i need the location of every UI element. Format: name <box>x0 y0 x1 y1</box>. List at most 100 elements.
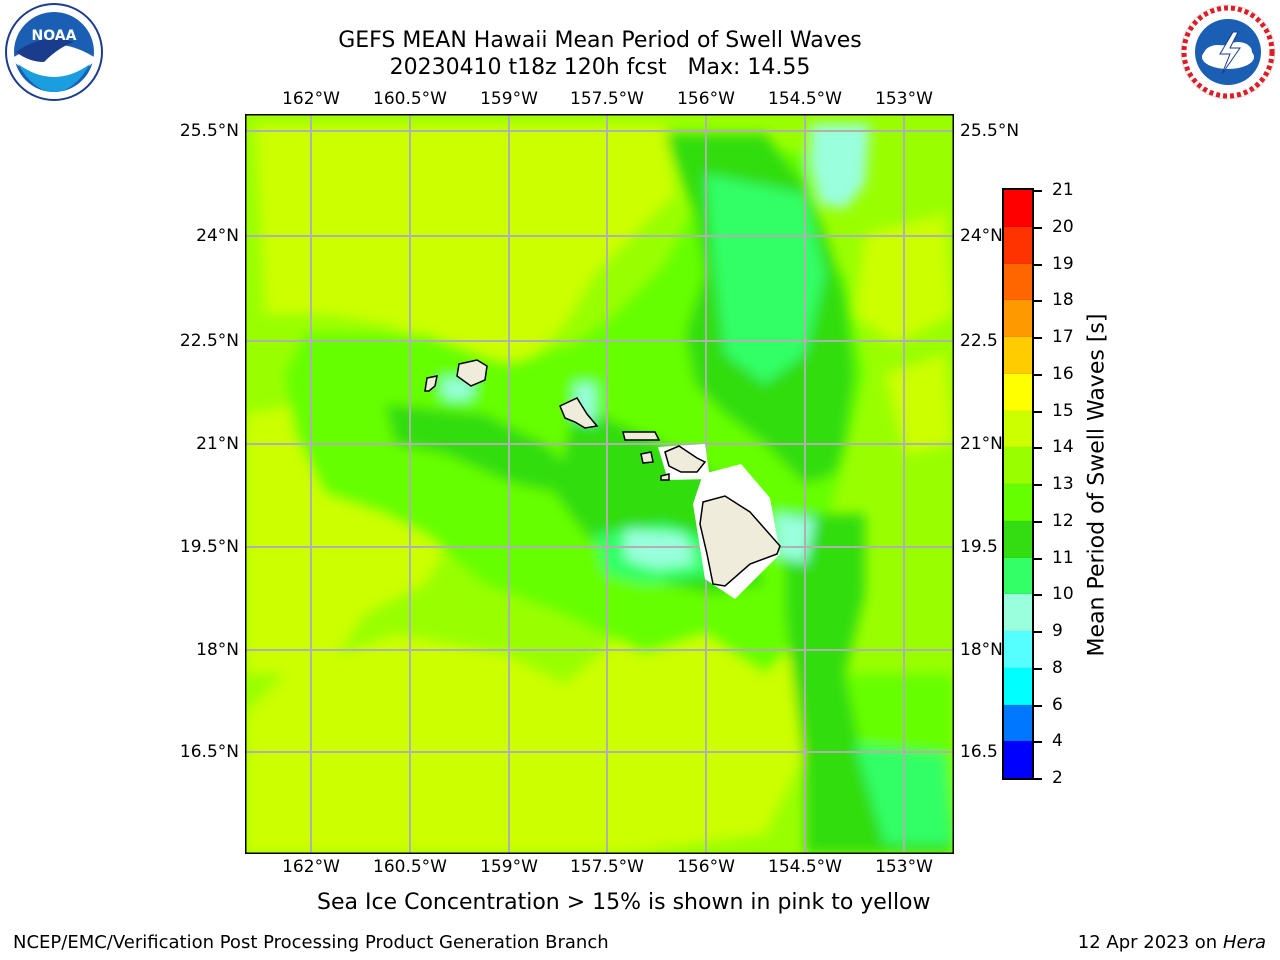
colorbar-tick-mark <box>1034 594 1042 597</box>
map-gridlines <box>245 114 954 854</box>
noaa-logo: NOAA <box>4 2 104 102</box>
lon-label-top: 162°W <box>282 89 340 109</box>
colorbar-tick-mark <box>1034 226 1042 229</box>
colorbar-bands <box>1004 190 1032 778</box>
lon-label-bottom: 162°W <box>282 857 340 877</box>
colorbar-tick-label: 19 <box>1052 253 1074 274</box>
colorbar-band <box>1004 484 1032 521</box>
lat-label-left: 19.5°N <box>179 537 239 557</box>
lat-label-right: 19.5 <box>960 537 998 557</box>
lon-label-top: 156°W <box>677 89 735 109</box>
colorbar-tick-label: 10 <box>1052 584 1074 605</box>
colorbar-tick-label: 12 <box>1052 510 1074 531</box>
colorbar-band <box>1004 667 1032 705</box>
lat-label-right: 24°N <box>960 226 1003 246</box>
lat-label-left: 22.5°N <box>179 331 239 351</box>
colorbar-band <box>1004 557 1032 595</box>
lat-label-left: 21°N <box>196 434 239 454</box>
colorbar-tick-label: 15 <box>1052 400 1074 421</box>
colorbar-band <box>1004 447 1032 484</box>
colorbar-tick-mark <box>1034 484 1042 486</box>
colorbar-tick-label: 16 <box>1052 363 1074 384</box>
island-lanai <box>640 451 654 464</box>
lon-label-top: 160.5°W <box>373 89 447 109</box>
lat-label-right: 16.5 <box>960 742 998 762</box>
colorbar-band <box>1004 263 1032 301</box>
colorbar-tick-mark <box>1034 300 1042 303</box>
island-kauai <box>456 359 488 387</box>
lon-label-bottom: 154.5°W <box>768 857 842 877</box>
colorbar-tick-label: 13 <box>1052 474 1074 494</box>
island-molokai <box>622 431 661 441</box>
island-hawaii <box>699 495 781 587</box>
colorbar-tick-mark <box>1034 337 1042 339</box>
colorbar-tick-mark <box>1034 190 1042 192</box>
colorbar-tick-label: 4 <box>1052 731 1063 752</box>
colorbar-band <box>1004 410 1032 448</box>
map-panel <box>244 113 955 855</box>
colorbar-tick-mark <box>1034 263 1042 266</box>
colorbar-tick-label: 14 <box>1052 437 1074 458</box>
island-oahu <box>559 397 599 429</box>
lon-label-bottom: 156°W <box>677 857 735 877</box>
lon-label-top: 159°W <box>480 89 538 109</box>
colorbar-tick-mark <box>1034 557 1042 560</box>
lat-label-left: 16.5°N <box>179 742 239 762</box>
colorbar-tick-label: 6 <box>1052 694 1063 715</box>
lat-label-right: 21°N <box>960 434 1003 454</box>
lon-label-bottom: 157.5°W <box>570 857 644 877</box>
colorbar-band <box>1004 337 1032 374</box>
footer-date: 12 Apr 2023 on Hera <box>1078 932 1266 953</box>
colorbar-band <box>1004 704 1032 742</box>
lon-label-bottom: 160.5°W <box>373 857 447 877</box>
colorbar-band <box>1004 594 1032 631</box>
island-kahoolawe <box>660 473 670 481</box>
colorbar <box>1002 188 1034 780</box>
lon-label-top: 154.5°W <box>768 89 842 109</box>
colorbar-band <box>1004 631 1032 668</box>
lat-label-right: 22.5 <box>960 331 998 351</box>
lat-label-left: 18°N <box>196 640 239 660</box>
colorbar-tick-label: 11 <box>1052 547 1074 568</box>
lon-label-bottom: 153°W <box>875 857 933 877</box>
colorbar-tick-mark <box>1034 741 1042 744</box>
lon-label-bottom: 159°W <box>480 857 538 877</box>
island-niihau <box>424 375 438 392</box>
colorbar-tick-mark <box>1034 778 1042 780</box>
nws-logo <box>1178 2 1278 102</box>
colorbar-tick-label: 17 <box>1052 327 1074 347</box>
island-maui <box>664 445 707 473</box>
colorbar-tick-mark <box>1034 520 1042 523</box>
colorbar-tick-mark <box>1034 447 1042 450</box>
colorbar-band <box>1004 190 1032 227</box>
lat-label-right: 25.5°N <box>960 121 1020 141</box>
colorbar-tick-label: 2 <box>1052 768 1063 788</box>
footer-branch: NCEP/EMC/Verification Post Processing Pr… <box>13 932 609 953</box>
colorbar-tick-mark <box>1034 704 1042 707</box>
colorbar-tick-mark <box>1034 410 1042 413</box>
colorbar-band <box>1004 373 1032 411</box>
colorbar-tick-label: 9 <box>1052 621 1063 641</box>
chart-title-line1: GEFS MEAN Hawaii Mean Period of Swell Wa… <box>338 28 862 53</box>
lon-label-top: 157.5°W <box>570 89 644 109</box>
colorbar-band <box>1004 300 1032 337</box>
colorbar-tick-label: 8 <box>1052 657 1063 678</box>
hawaiian-islands <box>424 359 781 587</box>
lat-label-left: 25.5°N <box>179 121 239 141</box>
colorbar-band <box>1004 520 1032 558</box>
swell-period-map <box>244 113 955 855</box>
colorbar-band <box>1004 741 1032 778</box>
colorbar-label: Mean Period of Swell Waves [s] <box>1084 313 1110 657</box>
lat-label-right: 18°N <box>960 640 1003 660</box>
colorbar-tick-label: 21 <box>1052 180 1074 200</box>
footer-date-text: 12 Apr 2023 on <box>1077 932 1223 953</box>
colorbar-tick-mark <box>1034 667 1042 670</box>
colorbar-tick-mark <box>1034 631 1042 633</box>
colorbar-tick-label: 20 <box>1052 216 1074 237</box>
noaa-logo-text: NOAA <box>32 28 77 44</box>
lat-label-left: 24°N <box>196 226 239 246</box>
lon-label-top: 153°W <box>875 89 933 109</box>
colorbar-band <box>1004 226 1032 264</box>
colorbar-tick-mark <box>1034 373 1042 376</box>
chart-title-line2: 20230410 t18z 120h fcst Max: 14.55 <box>389 55 811 80</box>
